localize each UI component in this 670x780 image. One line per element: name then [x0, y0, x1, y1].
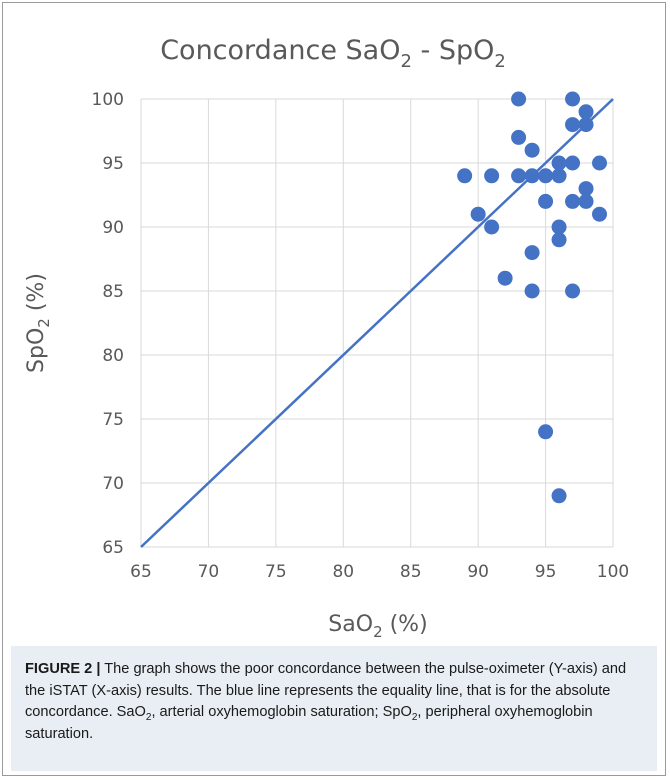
data-point [524, 168, 540, 184]
caption-label: FIGURE 2 | [25, 661, 101, 677]
data-point [592, 155, 608, 171]
data-point [511, 91, 527, 107]
y-tick-label: 95 [102, 154, 124, 174]
y-tick-label: 85 [102, 282, 124, 302]
figure-caption: FIGURE 2 | The graph shows the poor conc… [25, 659, 647, 745]
data-point [551, 232, 567, 248]
data-point [484, 219, 500, 235]
x-tick-label: 90 [467, 562, 489, 582]
data-point [538, 168, 554, 184]
caption-text-part: The graph shows the poor concordance bet… [25, 661, 627, 720]
x-tick-label: 75 [265, 562, 287, 582]
data-point [565, 91, 581, 107]
data-point [551, 488, 567, 504]
data-point [538, 193, 554, 209]
data-point [578, 117, 594, 133]
scatter-chart: 65 70 75 80 85 90 95 100 65 70 75 80 85 90 95 100 Conco… [24, 35, 630, 641]
y-axis-title: SpO2 (%) [24, 273, 53, 373]
figure-caption-box: FIGURE 2 | The graph shows the poor conc… [11, 646, 657, 771]
data-point [565, 283, 581, 299]
data-point [484, 168, 500, 184]
data-point [457, 168, 473, 184]
chart-title: Concordance SaO2 - SpO2 [160, 35, 506, 72]
grid-lines [140, 98, 614, 548]
data-point [524, 283, 540, 299]
data-point [538, 424, 554, 440]
data-point [551, 219, 567, 235]
data-point [511, 129, 527, 145]
caption-text-part: , peripheral oxyhemoglobin saturation. [25, 704, 593, 742]
data-point [551, 168, 567, 184]
y-tick-label: 65 [102, 538, 124, 558]
x-tick-label: 65 [130, 562, 152, 582]
data-point [565, 193, 581, 209]
y-tick-label: 100 [92, 90, 124, 110]
data-point [578, 181, 594, 197]
data-point [565, 155, 581, 171]
data-point [565, 117, 581, 133]
equality-line-group [140, 98, 614, 548]
data-point [470, 206, 486, 222]
caption-text-part: , arterial oxyhemoglobin saturation; SpO [151, 704, 412, 720]
data-point [578, 104, 594, 120]
y-tick-label: 80 [102, 346, 124, 366]
x-tick-label: 85 [400, 562, 422, 582]
x-tick-label: 80 [332, 562, 354, 582]
caption-subscript: 2 [145, 711, 152, 723]
y-tick-label: 90 [102, 218, 124, 238]
caption-subscript: 2 [411, 711, 418, 723]
data-point [511, 168, 527, 184]
x-tick-label: 70 [198, 562, 220, 582]
data-point [524, 245, 540, 261]
data-point [497, 270, 513, 286]
data-point [551, 155, 567, 171]
data-point [524, 142, 540, 158]
data-point [592, 206, 608, 222]
x-tick-label: 100 [597, 562, 629, 582]
data-points [457, 91, 608, 504]
equality-line [140, 98, 614, 548]
data-point [578, 193, 594, 209]
x-tick-label: 95 [535, 562, 557, 582]
x-axis-title: SaO2 (%) [328, 612, 427, 641]
y-tick-label: 75 [102, 410, 124, 430]
chart-area: 65 70 75 80 85 90 95 100 65 70 75 80 85 90 95 100 Conco… [3, 3, 667, 653]
y-tick-label: 70 [102, 474, 124, 494]
tick-labels: 65 70 75 80 85 90 95 100 65 70 75 80 85 90 95 100 [92, 90, 630, 582]
